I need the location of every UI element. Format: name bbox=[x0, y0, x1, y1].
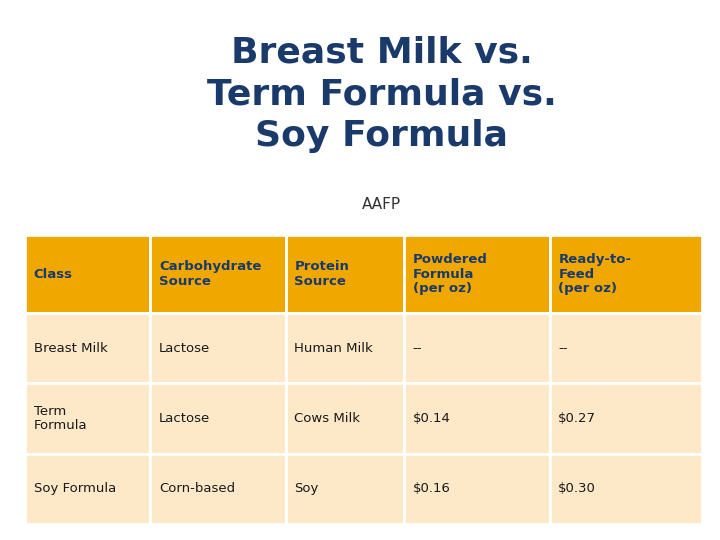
Bar bbox=[404, 454, 550, 524]
Bar bbox=[286, 235, 404, 313]
Text: $0.16: $0.16 bbox=[413, 482, 451, 495]
Text: --: -- bbox=[559, 342, 568, 355]
Bar bbox=[150, 313, 286, 383]
Bar bbox=[550, 454, 702, 524]
Bar bbox=[550, 235, 702, 313]
Bar bbox=[25, 454, 150, 524]
Text: $0.27: $0.27 bbox=[559, 412, 596, 425]
Bar bbox=[150, 454, 286, 524]
Text: Carbohydrate
Source: Carbohydrate Source bbox=[159, 260, 261, 288]
Bar bbox=[286, 383, 404, 454]
Text: Term
Formula: Term Formula bbox=[34, 405, 87, 432]
Bar bbox=[150, 383, 286, 454]
Bar bbox=[150, 235, 286, 313]
Text: Soy: Soy bbox=[294, 482, 319, 495]
Text: Breast Milk vs.
Term Formula vs.
Soy Formula: Breast Milk vs. Term Formula vs. Soy For… bbox=[207, 35, 557, 153]
Bar bbox=[404, 383, 550, 454]
Bar bbox=[25, 383, 150, 454]
Bar bbox=[286, 313, 404, 383]
Bar bbox=[550, 383, 702, 454]
Text: Soy Formula: Soy Formula bbox=[34, 482, 116, 495]
Text: Lactose: Lactose bbox=[159, 342, 210, 355]
Text: Human Milk: Human Milk bbox=[294, 342, 373, 355]
Text: Ready-to-
Feed
(per oz): Ready-to- Feed (per oz) bbox=[559, 253, 631, 295]
Text: Lactose: Lactose bbox=[159, 412, 210, 425]
Text: --: -- bbox=[413, 342, 423, 355]
Bar bbox=[404, 235, 550, 313]
Text: Cows Milk: Cows Milk bbox=[294, 412, 361, 425]
Bar bbox=[286, 454, 404, 524]
Text: $0.30: $0.30 bbox=[559, 482, 596, 495]
Text: Breast Milk: Breast Milk bbox=[34, 342, 107, 355]
Text: Corn-based: Corn-based bbox=[159, 482, 235, 495]
Bar bbox=[25, 235, 150, 313]
Bar bbox=[25, 313, 150, 383]
Text: $0.14: $0.14 bbox=[413, 412, 451, 425]
Text: Class: Class bbox=[34, 267, 73, 281]
Text: Protein
Source: Protein Source bbox=[294, 260, 349, 288]
Text: Powdered
Formula
(per oz): Powdered Formula (per oz) bbox=[413, 253, 487, 295]
Bar bbox=[550, 313, 702, 383]
Text: AAFP: AAFP bbox=[362, 197, 401, 212]
Bar bbox=[404, 313, 550, 383]
